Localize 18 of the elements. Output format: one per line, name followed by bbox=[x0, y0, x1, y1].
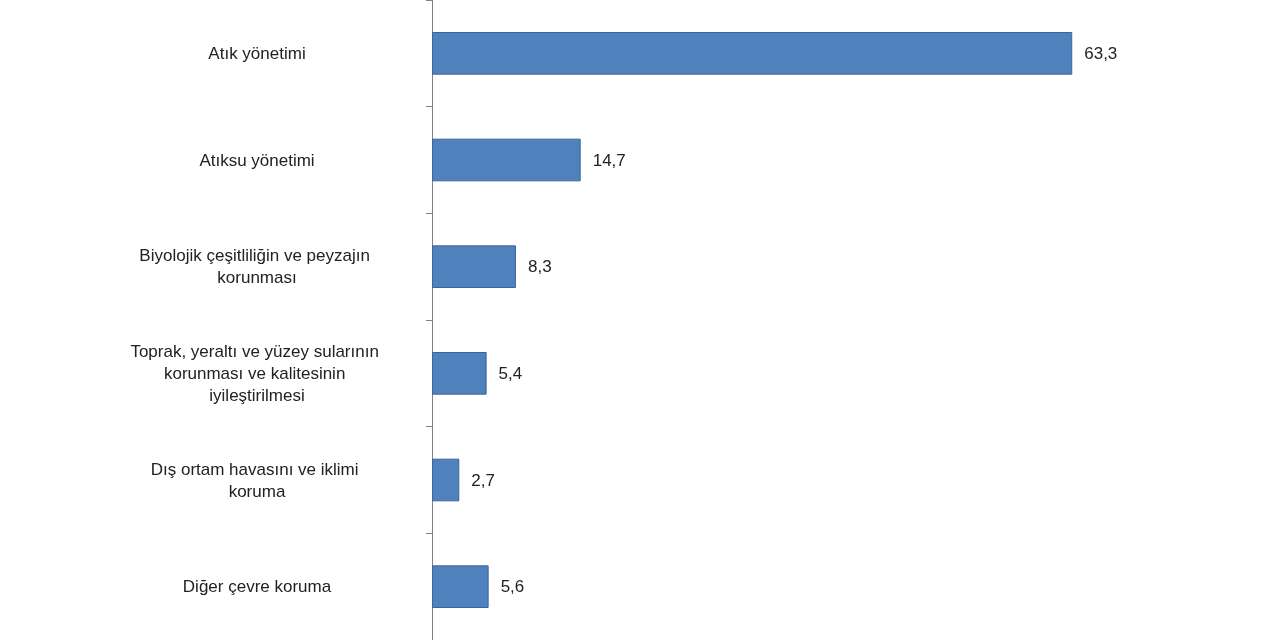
bar bbox=[432, 565, 489, 608]
data-label: 8,3 bbox=[527, 257, 552, 277]
y-tick-label: Atıksu yönetimi bbox=[199, 150, 315, 170]
bar bbox=[432, 458, 460, 502]
y-tick-label: Dış ortam havasını ve iklimi koruma bbox=[150, 459, 364, 501]
data-label: 5,6 bbox=[500, 577, 525, 597]
bar bbox=[432, 352, 487, 395]
y-tick-label: Atık yönetimi bbox=[208, 43, 306, 63]
data-label: 14,7 bbox=[592, 150, 626, 170]
bar bbox=[432, 32, 1073, 75]
y-tick-label: Toprak, yeraltı ve yüzey sularının korunması ve kalitesinin iyileştirilmesi bbox=[130, 341, 384, 405]
y-tick-label: Biyolojik çeşitliliğin ve peyzajın korunması bbox=[139, 246, 375, 288]
bar bbox=[432, 138, 581, 182]
y-tick-label: Diğer çevre koruma bbox=[182, 577, 332, 597]
data-label: 5,4 bbox=[498, 363, 523, 383]
bar bbox=[432, 245, 516, 288]
data-label: 2,7 bbox=[471, 470, 495, 490]
data-label: 63,3 bbox=[1084, 43, 1118, 63]
